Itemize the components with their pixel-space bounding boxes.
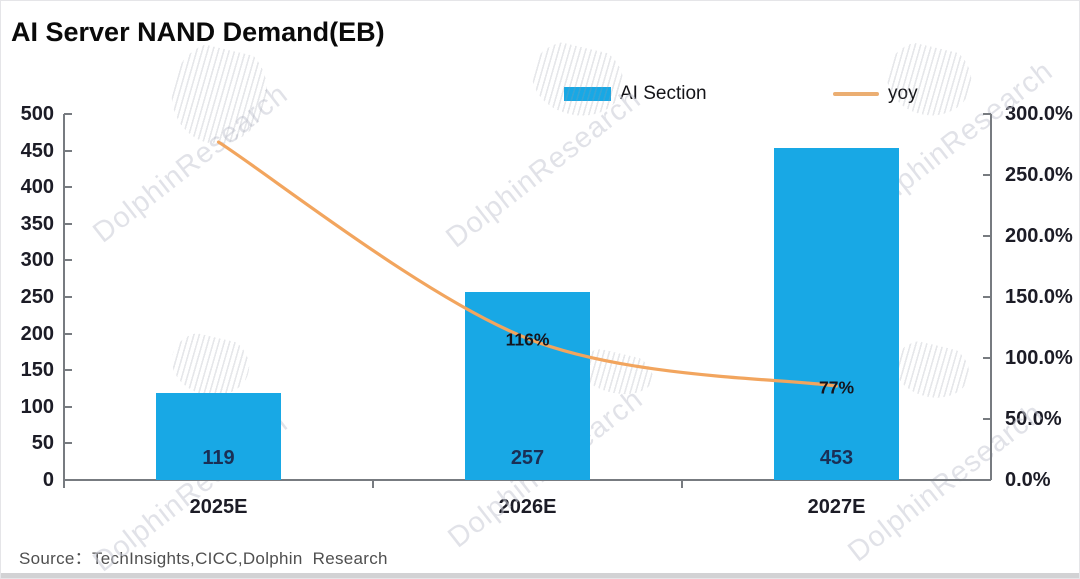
source-note: Source：TechInsights,CICC,Dolphin Researc… xyxy=(19,549,388,568)
left-axis-tick xyxy=(64,113,72,115)
left-axis-tick xyxy=(64,405,72,408)
right-axis-tick xyxy=(983,296,991,298)
right-axis-tick xyxy=(983,357,991,359)
watermark-text: DolphinResearch xyxy=(440,82,648,255)
right-axis-tick-label: 300.0% xyxy=(1005,103,1073,125)
left-axis-tick-label: 200 xyxy=(20,322,54,345)
legend-line-swatch-icon xyxy=(833,92,879,96)
left-axis-tick-label: 0 xyxy=(42,469,54,491)
right-axis-tick-label: 100.0% xyxy=(1005,347,1073,369)
yoy-point-label: 116% xyxy=(505,329,550,350)
left-axis-tick-label: 400 xyxy=(20,176,54,199)
left-axis-tick xyxy=(64,259,72,262)
left-axis-tick xyxy=(64,149,72,152)
right-axis-tick xyxy=(983,479,991,481)
bar-2025E xyxy=(156,392,281,480)
right-axis-tick-label: 200.0% xyxy=(1005,225,1073,247)
left-axis-tick xyxy=(64,186,72,189)
right-axis-tick-label: 250.0% xyxy=(1005,164,1073,186)
left-axis-tick-label: 450 xyxy=(20,139,54,162)
left-axis-line xyxy=(63,114,65,488)
left-axis-tick-label: 500 xyxy=(20,103,54,125)
chart-title: AI Server NAND Demand(EB) xyxy=(11,17,385,47)
watermark-hatch xyxy=(525,38,630,125)
left-axis-tick xyxy=(64,479,72,481)
legend-item-yoy: yoy xyxy=(833,83,918,105)
x-axis-category-label: 2027E xyxy=(807,496,866,518)
right-axis-tick xyxy=(983,235,991,237)
yoy-point-label: 77% xyxy=(818,377,855,398)
left-axis-tick xyxy=(64,369,72,372)
bar-value-label: 119 xyxy=(202,447,235,469)
left-axis-tick xyxy=(64,296,72,298)
left-axis-tick-label: 250 xyxy=(20,286,54,308)
watermark-text: DolphinResearch xyxy=(87,77,295,250)
right-axis-line xyxy=(990,114,992,480)
watermark-hatch xyxy=(162,40,276,154)
left-axis-tick-label: 50 xyxy=(31,432,54,455)
right-axis-tick-label: 50.0% xyxy=(1005,408,1062,430)
bottom-border xyxy=(1,573,1079,578)
x-axis-line xyxy=(64,479,991,481)
left-axis-tick xyxy=(64,222,72,225)
right-axis-tick xyxy=(983,174,991,176)
bar-value-label: 453 xyxy=(819,447,854,469)
legend-bar-swatch-icon xyxy=(564,87,611,101)
watermark-hatch xyxy=(889,337,974,405)
x-axis-boundary-tick xyxy=(681,480,683,488)
x-axis-category-label: 2025E xyxy=(189,496,248,518)
left-axis-tick-label: 100 xyxy=(20,395,54,418)
legend-label-yoy: yoy xyxy=(888,83,918,104)
bar-value-label: 257 xyxy=(510,447,545,469)
right-axis-tick xyxy=(983,113,991,115)
x-axis-category-label: 2026E xyxy=(498,496,557,518)
bar-2027E xyxy=(774,148,899,480)
left-axis-tick-label: 150 xyxy=(20,359,54,382)
x-axis-boundary-tick xyxy=(372,480,374,488)
watermark-hatch xyxy=(879,38,977,123)
left-axis-tick xyxy=(64,332,72,335)
legend-item-ai-section: AI Section xyxy=(564,83,707,105)
left-axis-tick-label: 350 xyxy=(20,212,54,235)
right-axis-tick xyxy=(983,418,991,420)
left-axis-tick-label: 300 xyxy=(20,249,54,272)
right-axis-tick-label: 150.0% xyxy=(1005,286,1073,308)
legend-label-ai-section: AI Section xyxy=(620,83,707,104)
right-axis-tick-label: 0.0% xyxy=(1005,469,1051,491)
left-axis-tick xyxy=(64,442,72,445)
